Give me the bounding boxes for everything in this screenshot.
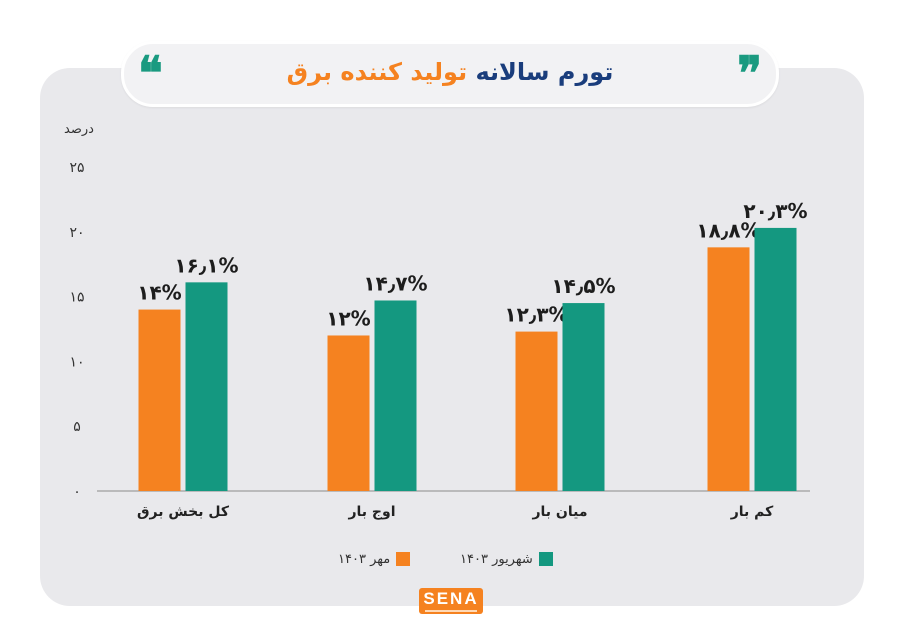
title-part-2: تولید کننده برق xyxy=(286,58,468,86)
quote-close-icon: ❞ xyxy=(737,46,762,100)
x-tick-label: کم بار xyxy=(730,504,774,520)
y-tick-label: ۰ xyxy=(73,484,81,500)
logo-underline xyxy=(425,610,477,612)
bar-shahrivar xyxy=(754,227,797,492)
legend-label-shahrivar: شهریور ۱۴۰۳ xyxy=(460,551,533,567)
bar-shahrivar xyxy=(562,303,605,491)
data-label: ۱۸٫۸% xyxy=(696,218,760,242)
y-tick-label: ۱۰ xyxy=(69,354,84,370)
data-label: ۲۰٫۳% xyxy=(743,199,807,223)
legend-item-shahrivar: شهریور ۱۴۰۳ xyxy=(460,550,553,568)
data-label: ۱۲٫۳% xyxy=(504,303,568,327)
y-tick-label: ۲۰ xyxy=(69,225,84,241)
bar-shahrivar xyxy=(185,282,228,491)
y-tick-label: ۲۵ xyxy=(69,160,84,176)
x-tick-label: کل بخش برق xyxy=(137,504,230,520)
legend-item-mehr: مهر ۱۴۰۳ xyxy=(338,550,411,568)
logo-text: SENA xyxy=(423,589,479,608)
bar-mehr xyxy=(707,247,750,491)
bar-mehr xyxy=(515,331,558,491)
legend-swatch-shahrivar xyxy=(538,552,553,566)
data-label: ۱۲% xyxy=(326,306,370,330)
chart-title: تورم سالانه تولید کننده برق xyxy=(124,58,776,86)
y-tick-label: ۱۵ xyxy=(69,290,84,306)
data-label: ۱۴٫۵% xyxy=(551,274,615,298)
quote-open-icon: ❝ xyxy=(138,46,163,100)
data-label: ۱۴% xyxy=(137,281,181,305)
sena-logo: SENA xyxy=(419,588,483,614)
bar-mehr xyxy=(327,335,370,491)
bar-shahrivar xyxy=(374,300,417,491)
title-part-1: تورم سالانه xyxy=(475,58,614,86)
title-banner: ❝ تورم سالانه تولید کننده برق ❞ xyxy=(121,41,779,107)
legend-label-mehr: مهر ۱۴۰۳ xyxy=(338,551,391,567)
y-tick-label: ۵ xyxy=(73,419,81,435)
bar-mehr xyxy=(138,309,181,491)
x-tick-label: اوج بار xyxy=(347,504,395,520)
data-label: ۱۶٫۱% xyxy=(174,253,238,277)
data-label: ۱۴٫۷% xyxy=(363,271,427,295)
y-axis-unit-label: درصد xyxy=(64,122,94,137)
x-tick-label: میان بار xyxy=(531,504,587,520)
legend-swatch-mehr xyxy=(396,552,411,566)
